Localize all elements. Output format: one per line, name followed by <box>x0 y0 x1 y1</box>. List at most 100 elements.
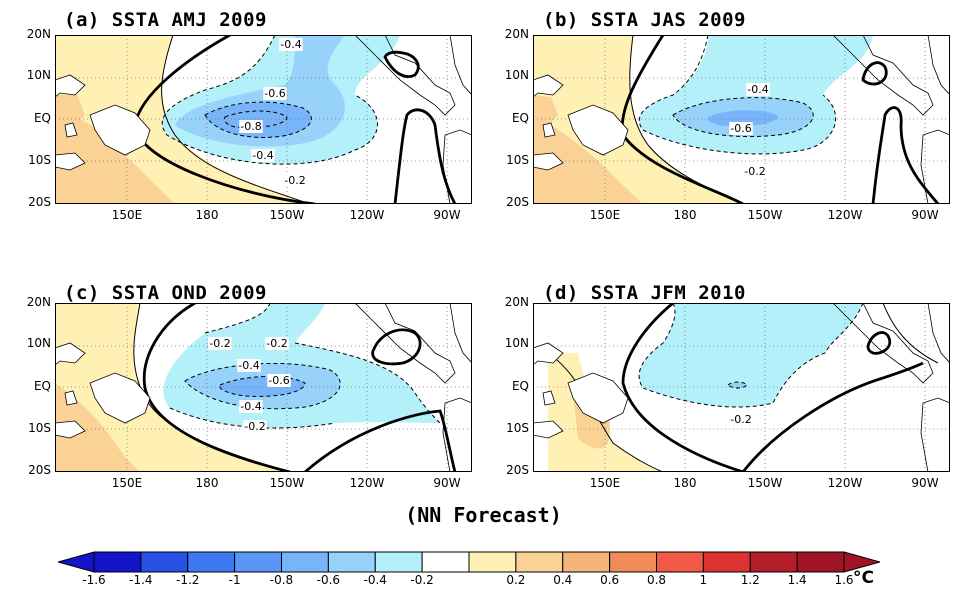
colorbar-tick-label: 1.2 <box>740 573 760 587</box>
lat-label: EQ <box>511 111 529 125</box>
lon-label: 90W <box>433 208 461 222</box>
caption: (NN Forecast) <box>405 503 562 527</box>
zero-contour-line <box>304 409 457 472</box>
lon-label: 180 <box>673 476 697 490</box>
zero-contour-line <box>142 303 291 472</box>
contour-label: -0.4 <box>240 400 261 413</box>
warm-anomaly-region <box>55 383 140 472</box>
colorbar-segment <box>281 551 329 573</box>
lon-label: 150E <box>589 208 621 222</box>
zero-contour-line <box>393 108 457 204</box>
contour-label: -0.4 <box>252 149 273 162</box>
lon-label: 180 <box>673 208 697 222</box>
lat-label: 10S <box>28 421 51 435</box>
colorbar-tick-label: -0.4 <box>363 573 387 587</box>
panel-title-a: (a) SSTA AMJ 2009 <box>64 9 267 31</box>
lon-label: 90W <box>911 476 939 490</box>
colorbar-segment <box>515 551 564 573</box>
lat-label: 20S <box>28 195 51 209</box>
colorbar-tick-label: 1.4 <box>787 573 807 587</box>
lat-label: 20N <box>504 27 529 41</box>
colorbar-tick-label: 1 <box>699 573 708 587</box>
cool-anomaly-region <box>728 382 747 388</box>
panel-title-d: (d) SSTA JFM 2010 <box>543 282 746 304</box>
warm-anomaly-region <box>533 95 558 140</box>
contour-label: -0.2 <box>266 337 287 350</box>
coastline <box>533 303 950 472</box>
lat-label: 20S <box>506 195 529 209</box>
zero-contour-line <box>371 328 422 366</box>
zero-contour-line <box>621 303 744 472</box>
colorbar-segment <box>702 551 751 573</box>
lon-label: 180 <box>195 208 219 222</box>
colorbar-tick-label: 1.6 <box>834 573 854 587</box>
lon-label: 150W <box>747 208 783 222</box>
lon-label: 120W <box>827 208 863 222</box>
colorbar-segment <box>421 551 470 573</box>
lon-label: 150W <box>747 476 783 490</box>
coastline <box>55 35 472 204</box>
contour-label: -0.2 <box>244 420 265 433</box>
colorbar-tick-label: 0.6 <box>600 573 620 587</box>
lat-label: EQ <box>33 111 51 125</box>
colorbar-segment <box>656 551 704 573</box>
map-frame <box>55 35 472 204</box>
warm-anomaly-region <box>55 110 175 204</box>
colorbar-tick-label: 0.4 <box>553 573 573 587</box>
colorbar-tick-label: -0.8 <box>269 573 294 587</box>
lat-label: 20S <box>506 463 529 477</box>
lat-label: 20N <box>26 295 51 309</box>
colorbar-segment <box>374 551 423 573</box>
map-panel-c: -0.2 -0.2 -0.4 -0.6 -0.4 -0.2 <box>55 303 472 472</box>
lon-label: 120W <box>349 476 385 490</box>
map-panel-d: -0.2 <box>533 303 950 472</box>
negative-contour-line <box>638 35 836 155</box>
zero-contour-line <box>871 106 940 204</box>
contour-label: -0.4 <box>747 83 768 96</box>
colorbar-tick-label: -0.6 <box>316 573 341 587</box>
contour-label: -0.2 <box>744 165 765 178</box>
colorbar-tick-label: -1 <box>228 573 241 587</box>
colorbar-tick-label: 0.8 <box>646 573 667 587</box>
colorbar-segment <box>468 551 517 573</box>
lat-label: 20N <box>26 27 51 41</box>
warm-anomaly-region <box>55 95 85 145</box>
colorbar-segment <box>187 551 236 573</box>
grid <box>533 303 950 472</box>
map-frame <box>533 35 950 204</box>
contour-line <box>882 303 939 364</box>
cool-anomaly-region <box>205 102 312 138</box>
negative-contour-line <box>204 303 271 334</box>
cool-anomaly-region <box>639 303 863 408</box>
colorbar-segment <box>562 551 611 573</box>
colorbar-segment <box>749 551 798 573</box>
lon-label: 150E <box>589 476 621 490</box>
panel-title-c: (c) SSTA OND 2009 <box>64 282 267 304</box>
negative-contour-line <box>638 303 864 408</box>
lon-label: 90W <box>911 208 939 222</box>
colorbar-segment <box>140 551 189 573</box>
coastline <box>533 35 950 204</box>
map-frame <box>533 303 950 472</box>
lat-label: 10S <box>506 421 529 435</box>
lon-label: 150W <box>269 476 305 490</box>
colorbar-segment <box>609 551 657 573</box>
lon-label: 120W <box>349 208 385 222</box>
coastline <box>55 303 472 472</box>
lat-label: 10N <box>504 68 529 82</box>
contour-label: -0.6 <box>268 374 289 387</box>
zero-contour-line <box>741 361 924 472</box>
colorbar-tick-label: 0.2 <box>506 573 526 587</box>
lat-label: 20N <box>504 295 529 309</box>
negative-contour-line <box>219 376 306 397</box>
colorbar <box>58 551 880 573</box>
lon-label: 180 <box>195 476 219 490</box>
colorbar-tick-label: -1.4 <box>129 573 153 587</box>
contour-label: -0.2 <box>730 413 751 426</box>
lon-label: 150W <box>269 208 305 222</box>
map-panel-b: -0.4 -0.6 -0.2 <box>533 35 950 204</box>
lat-label: 10S <box>28 153 51 167</box>
lat-label: 20S <box>28 463 51 477</box>
negative-contour-line <box>672 97 814 138</box>
panel-title-b: (b) SSTA JAS 2009 <box>543 9 746 31</box>
